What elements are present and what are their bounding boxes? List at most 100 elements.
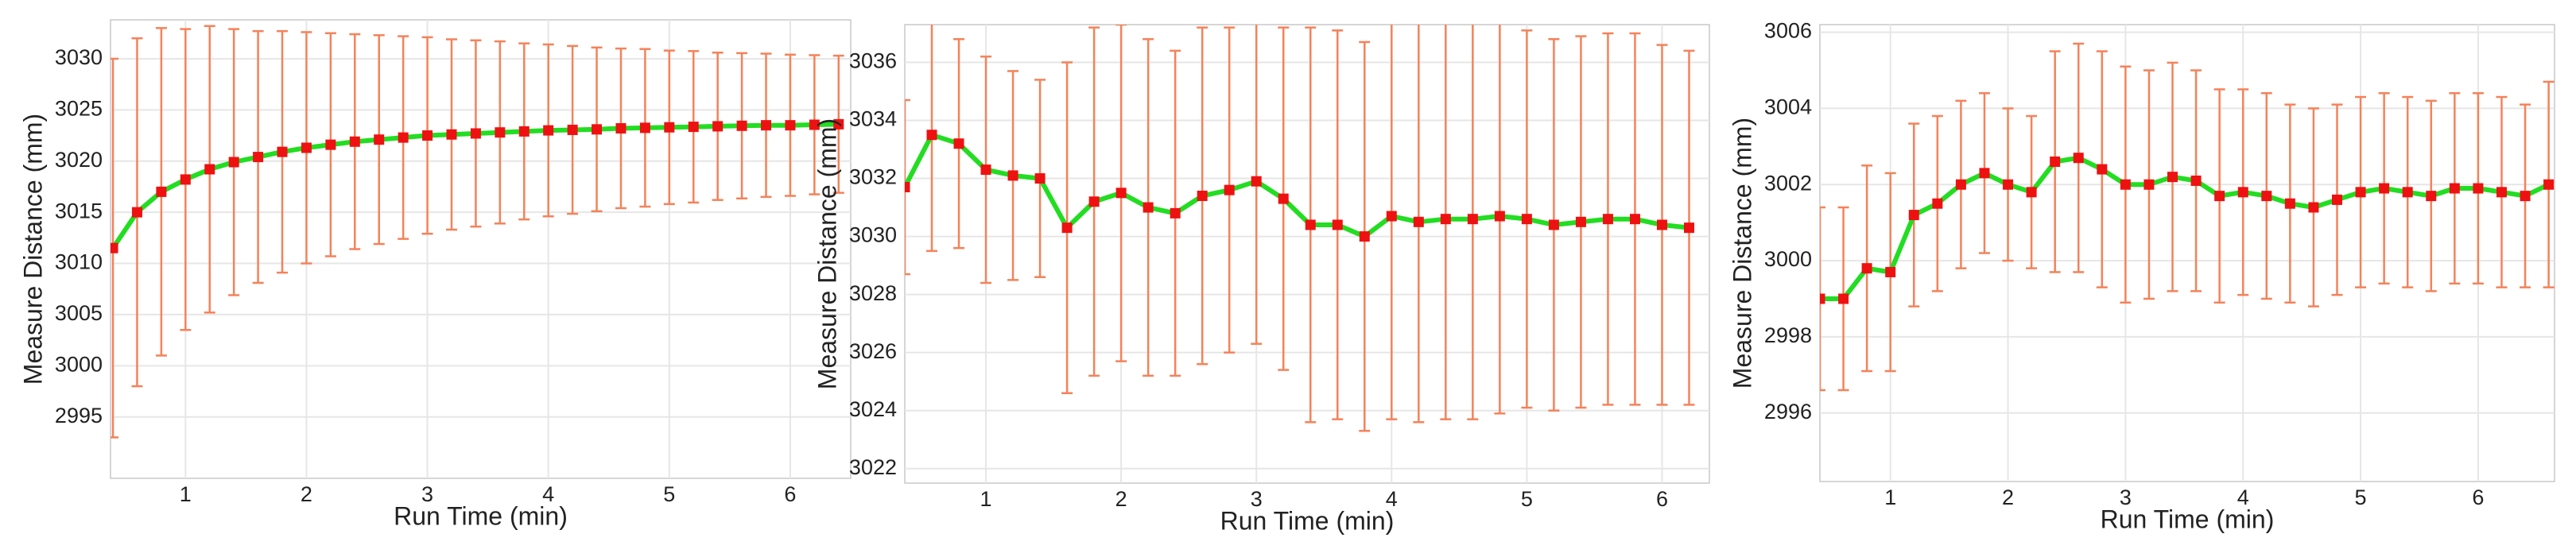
point-marker [1521,214,1532,225]
x-tick-label: 1 [180,482,192,506]
point-marker [1197,190,1208,201]
point-marker [1548,219,1559,230]
y-tick-label: 3006 [1764,19,1812,43]
x-tick-label: 1 [980,487,992,511]
point-marker [2402,187,2413,198]
panel: 2996 2998 3000 3002 3004 3006 1 2 3 4 5 6 Run Time (… [1728,19,2555,533]
point-marker [1820,293,1825,304]
point-marker [736,120,747,131]
point-marker [2214,191,2225,202]
point-marker [1143,202,1154,213]
x-tick-label: 4 [2237,485,2249,509]
y-tick-label: 3015 [55,199,103,222]
x-axis-label: Run Time (min) [2101,505,2275,533]
plot-area [904,24,1710,484]
point-marker [639,122,650,133]
point-marker [374,134,385,145]
y-tick-label: 3004 [1764,95,1812,119]
point-marker [2120,179,2131,190]
point-marker [204,164,215,175]
point-marker [1088,196,1100,207]
point-marker [1061,222,1073,234]
point-marker [2284,198,2295,209]
y-tick-label: 3024 [849,397,897,421]
y-axis-label: Measure Distance (mm) [1728,118,1756,389]
point-marker [2426,191,2437,202]
point-marker [1467,214,1478,225]
point-marker [1683,222,1694,234]
point-marker [1359,231,1370,242]
point-marker [1224,184,1235,195]
y-tick-label: 3032 [849,165,897,189]
plot-content [1820,42,2555,392]
point-marker [1413,216,1424,227]
point-marker [253,152,264,163]
y-tick-label: 3026 [849,339,897,363]
point-marker [1305,219,1316,230]
y-axis-label: Measure Distance (mm) [18,114,47,385]
point-marker [180,174,191,185]
point-marker [1007,170,1018,181]
point-marker [2543,179,2555,190]
point-marker [2308,202,2319,213]
point-marker [111,242,118,253]
x-axis-label: Run Time (min) [394,501,568,530]
point-marker [325,139,336,150]
plot-content [905,25,1695,432]
point-marker [301,142,312,153]
x-tick-label: 5 [1521,487,1533,511]
point-marker [664,122,675,133]
point-marker [905,182,910,193]
point-marker [712,121,724,132]
y-tick-label: 3000 [55,352,103,376]
point-marker [953,138,964,149]
y-tick-label: 3030 [55,45,103,69]
x-tick-label: 2 [301,482,312,506]
point-marker [1440,214,1451,225]
point-marker [2331,194,2342,205]
point-marker [1034,173,1046,184]
point-marker [277,146,288,157]
point-marker [228,157,239,168]
panel: 3022 3024 3026 3028 3030 3032 3034 3036 1 2 3 4 5 6 Ru… [813,24,1710,535]
point-marker [761,120,772,131]
panel: 2995 3000 3005 3010 3015 3020 3025 3030 1 2 3 4 5 6 Ru… [18,19,852,530]
point-marker [1575,216,1586,227]
point-marker [2143,179,2155,190]
point-marker [131,207,142,218]
point-marker [518,126,530,137]
x-tick-label: 6 [2472,485,2484,509]
y-tick-label: 3025 [55,96,103,120]
point-marker [1386,211,1397,222]
point-marker [422,130,433,141]
y-tick-label: 3010 [55,250,103,274]
point-marker [1885,266,1896,277]
point-marker [809,119,820,130]
point-marker [1278,193,1289,204]
x-tick-label: 2 [1115,487,1127,511]
y-tick-label: 3005 [55,301,103,325]
x-tick-label: 2 [2002,485,2014,509]
point-marker [1908,210,1919,221]
point-marker [1656,219,1667,230]
point-marker [446,129,457,140]
point-marker [2261,191,2272,202]
x-tick-label: 5 [2355,485,2367,509]
point-marker [1629,214,1640,225]
y-tick-label: 3036 [849,49,897,73]
point-marker [615,123,627,134]
x-tick-label: 5 [663,482,675,506]
point-marker [543,125,554,136]
y-tick-label: 3020 [55,148,103,172]
point-marker [1932,198,1943,209]
point-marker [592,124,603,135]
y-tick-label: 3002 [1764,171,1812,195]
x-tick-label: 6 [1656,487,1668,511]
point-marker [1115,188,1127,199]
point-marker [1861,263,1872,274]
point-marker [2003,179,2014,190]
x-tick-label: 1 [1884,485,1896,509]
point-marker [1170,207,1181,219]
point-marker [1494,211,1505,222]
point-marker [2097,164,2108,175]
